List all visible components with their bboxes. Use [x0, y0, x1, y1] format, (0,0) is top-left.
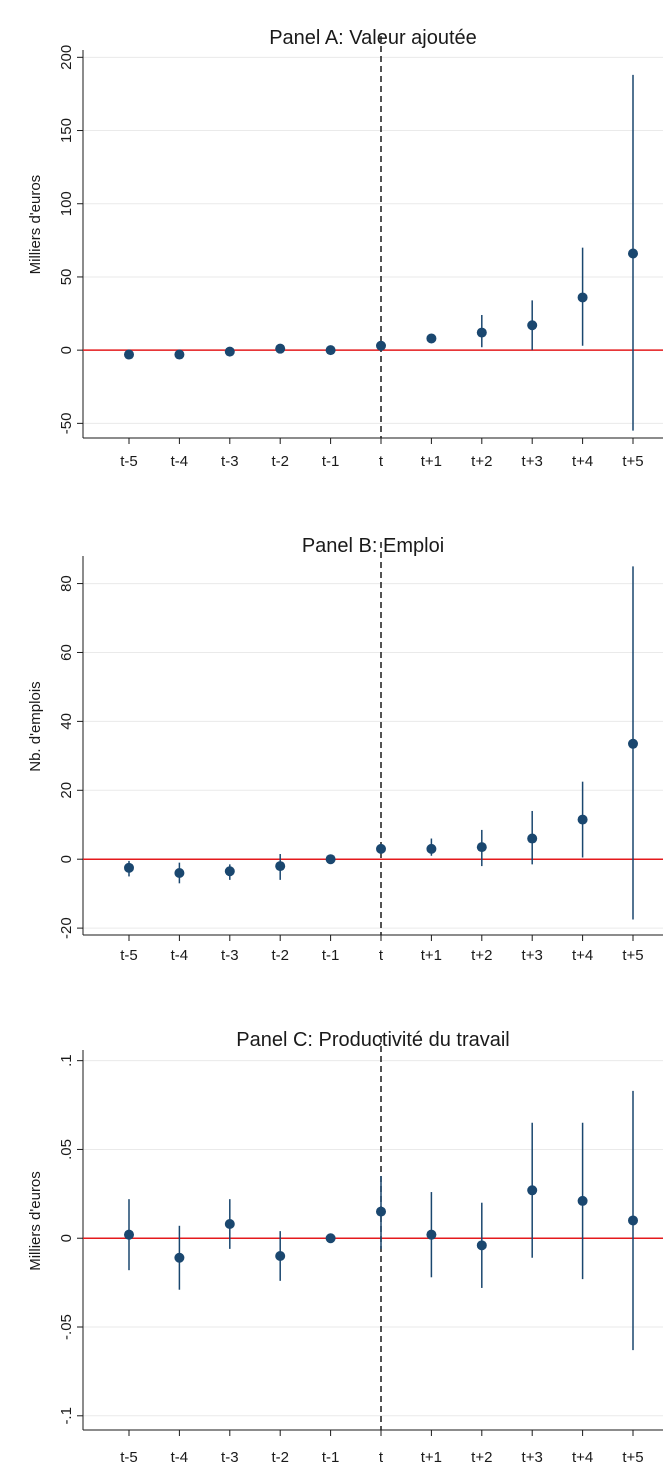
estimate-point — [174, 349, 185, 360]
x-tick-label: t-3 — [221, 947, 239, 964]
estimate-point — [577, 292, 588, 303]
x-tick-label: t-1 — [322, 947, 340, 964]
y-axis-title: Milliers d'euros — [27, 175, 44, 275]
x-tick-label: t-3 — [221, 1449, 239, 1466]
y-tick-label: 60 — [58, 644, 75, 661]
x-tick-label: t-4 — [171, 453, 189, 470]
x-tick-label: t — [379, 453, 384, 470]
estimate-point — [426, 1229, 437, 1240]
x-tick-label: t-2 — [271, 947, 289, 964]
estimate-point — [476, 1240, 487, 1251]
y-tick-label: -20 — [58, 917, 75, 939]
x-tick-label: t-4 — [171, 1449, 189, 1466]
x-tick-label: t+5 — [622, 453, 643, 470]
estimate-point — [476, 327, 487, 338]
x-tick-label: t+5 — [622, 1449, 643, 1466]
estimate-point — [275, 1250, 286, 1261]
y-tick-label: 40 — [58, 713, 75, 730]
y-tick-label: 100 — [58, 191, 75, 216]
estimate-point — [174, 867, 185, 878]
x-tick-label: t-2 — [271, 1449, 289, 1466]
y-tick-label: -.05 — [58, 1314, 75, 1340]
estimate-point — [124, 1229, 134, 1240]
estimate-point — [527, 320, 538, 331]
y-tick-label: .1 — [58, 1054, 75, 1067]
panel-title: Panel B: Emploi — [302, 535, 444, 557]
estimate-point — [376, 1206, 386, 1217]
y-axis-title: Nb. d'emplois — [27, 681, 44, 771]
y-tick-label: 150 — [58, 118, 75, 143]
x-tick-label: t+3 — [522, 1449, 543, 1466]
estimate-point — [577, 814, 588, 825]
x-tick-label: t — [379, 1449, 384, 1466]
x-tick-label: t — [379, 947, 384, 964]
x-tick-label: t+1 — [421, 947, 442, 964]
x-tick-label: t-1 — [322, 453, 340, 470]
x-tick-label: t+4 — [572, 1449, 593, 1466]
estimate-point — [174, 1252, 185, 1263]
estimate-point — [426, 333, 437, 344]
estimate-point — [376, 843, 386, 854]
x-tick-label: t-5 — [120, 1449, 138, 1466]
x-tick-label: t+2 — [471, 947, 492, 964]
estimate-point — [224, 346, 235, 357]
estimate-point — [527, 833, 538, 844]
y-axis-title: Milliers d'euros — [27, 1171, 44, 1271]
x-tick-label: t+1 — [421, 453, 442, 470]
y-tick-label: 0 — [58, 855, 75, 863]
x-tick-label: t-1 — [322, 1449, 340, 1466]
y-tick-label: 0 — [58, 1234, 75, 1242]
y-tick-label: 50 — [58, 269, 75, 286]
estimate-point — [224, 866, 235, 877]
estimate-point — [325, 345, 336, 356]
x-tick-label: t+1 — [421, 1449, 442, 1466]
estimate-point — [628, 1215, 638, 1226]
estimate-point — [628, 738, 638, 749]
estimate-point — [577, 1195, 588, 1206]
panel-c: Panel C: Productivité du travail -.1 -.05 0… — [27, 1029, 663, 1466]
y-tick-label: -50 — [58, 413, 75, 435]
panel-title: Panel C: Productivité du travail — [236, 1029, 509, 1051]
x-tick-label: t+2 — [471, 453, 492, 470]
x-tick-label: t+3 — [522, 947, 543, 964]
panel-b: Panel B: Emploi -20 0 20 40 60 80 Nb. d'emplois… — [27, 535, 663, 964]
estimate-point — [325, 1233, 336, 1244]
estimate-point — [476, 842, 487, 853]
panel-title: Panel A: Valeur ajoutée — [269, 27, 477, 49]
estimate-point — [527, 1185, 538, 1196]
y-tick-label: .05 — [58, 1139, 75, 1160]
estimate-point — [628, 248, 638, 259]
x-tick-label: t-5 — [120, 453, 138, 470]
x-tick-label: t-2 — [271, 453, 289, 470]
estimate-point — [124, 862, 134, 873]
estimate-point — [275, 343, 286, 354]
y-tick-label: -.1 — [58, 1407, 75, 1425]
x-tick-label: t+4 — [572, 453, 593, 470]
x-tick-label: t+4 — [572, 947, 593, 964]
x-tick-label: t-3 — [221, 453, 239, 470]
panel-a: Panel A: Valeur ajoutée -50 0 50 100 150 200 Mi… — [27, 27, 663, 470]
estimate-point — [275, 861, 286, 872]
estimate-point — [124, 349, 134, 360]
estimate-point — [224, 1219, 235, 1230]
x-tick-label: t-4 — [171, 947, 189, 964]
y-tick-label: 80 — [58, 575, 75, 592]
y-tick-label: 200 — [58, 45, 75, 70]
x-tick-label: t+5 — [622, 947, 643, 964]
estimate-point — [426, 843, 437, 854]
x-tick-label: t+3 — [522, 453, 543, 470]
y-tick-label: 0 — [58, 346, 75, 354]
estimate-point — [325, 854, 336, 865]
x-tick-label: t-5 — [120, 947, 138, 964]
y-tick-label: 20 — [58, 782, 75, 799]
estimate-point — [376, 340, 386, 351]
x-tick-label: t+2 — [471, 1449, 492, 1466]
